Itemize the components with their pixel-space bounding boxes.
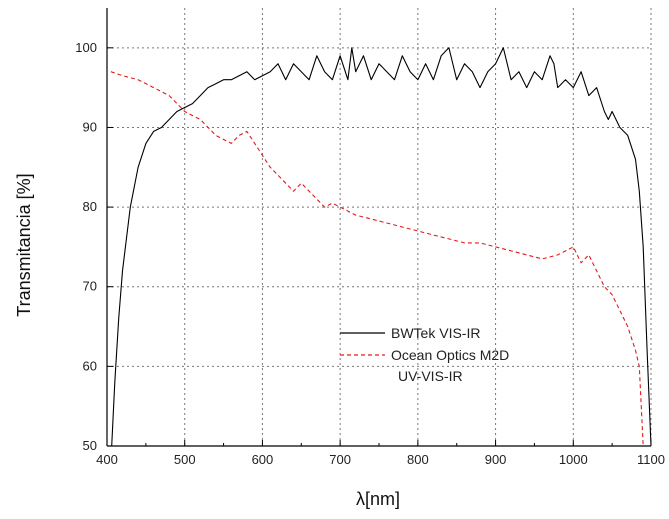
series-line-ocean-optics xyxy=(110,71,644,447)
y-tick-label: 100 xyxy=(75,40,97,55)
legend: BWTek VIS-IR Ocean Optics M2D UV-VIS-IR xyxy=(340,325,509,384)
series-layer xyxy=(110,47,652,447)
x-tick-label: 500 xyxy=(174,452,196,467)
axes xyxy=(106,8,652,447)
y-tick-label: 50 xyxy=(83,438,97,453)
x-tick-label: 1000 xyxy=(559,452,588,467)
x-tick-label: 600 xyxy=(252,452,274,467)
legend-label-bwtek: BWTek VIS-IR xyxy=(391,325,480,341)
y-tick-label: 80 xyxy=(83,199,97,214)
x-tick-label: 900 xyxy=(485,452,507,467)
tick-labels: 400 500 600 700 800 900 1000 1100 50 60 70 80 90 100 xyxy=(75,40,665,467)
y-tick-label: 90 xyxy=(83,119,97,134)
x-tick-label: 700 xyxy=(329,452,351,467)
x-tick-label: 1100 xyxy=(637,452,665,467)
y-tick-label: 70 xyxy=(83,279,97,294)
x-axis-label: λ[nm] xyxy=(356,489,400,509)
legend-label-ocean-optics-line2: UV-VIS-IR xyxy=(398,368,463,384)
grid-lines xyxy=(107,8,652,446)
y-axis-label: Transmitancia [%] xyxy=(14,173,34,316)
x-tick-label: 400 xyxy=(96,452,118,467)
y-tick-label: 60 xyxy=(83,358,97,373)
x-tick-label: 800 xyxy=(407,452,429,467)
series-line-bwtek xyxy=(111,47,652,447)
legend-label-ocean-optics: Ocean Optics M2D xyxy=(391,347,509,363)
